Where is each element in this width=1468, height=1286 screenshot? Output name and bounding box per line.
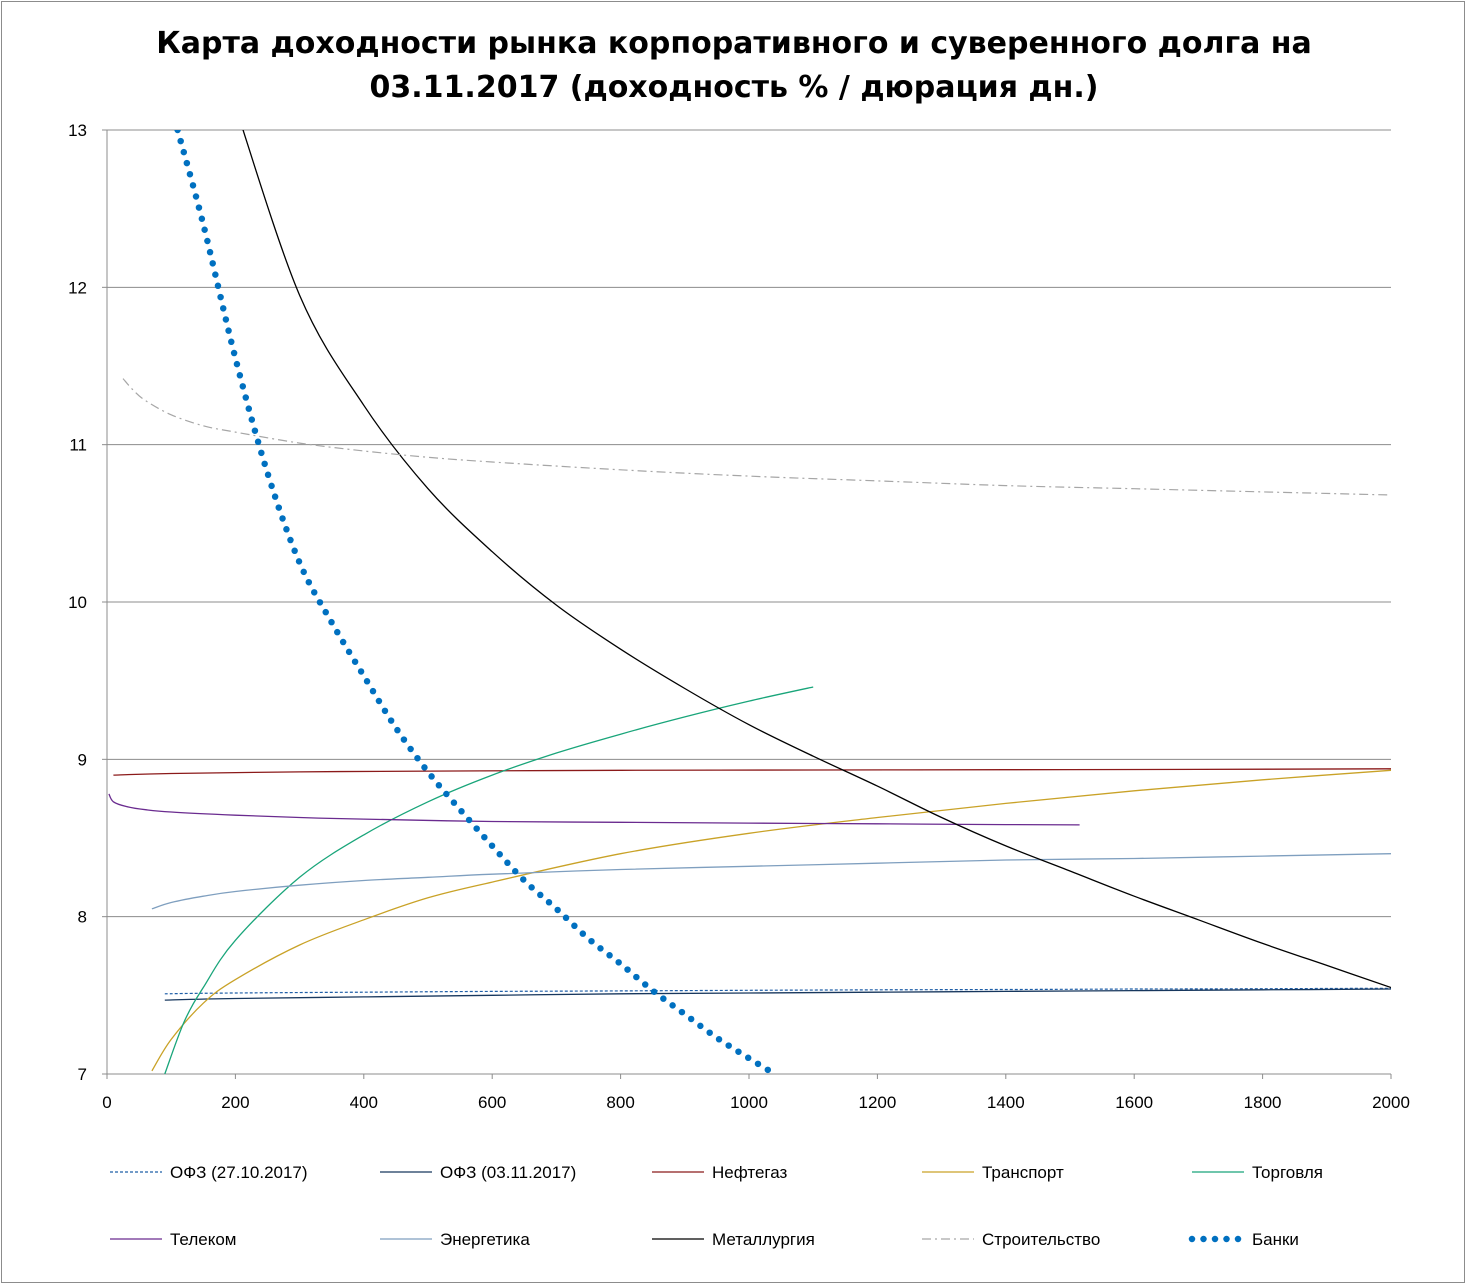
y-tick-label: 11	[69, 436, 87, 455]
x-tick-label: 1800	[1244, 1093, 1282, 1112]
x-tick-label: 1200	[858, 1093, 896, 1112]
legend-label: Энергетика	[440, 1230, 530, 1249]
y-tick-label: 7	[78, 1065, 87, 1084]
legend-label: Торговля	[1252, 1163, 1323, 1182]
series-line-4	[151, 769, 1391, 1072]
series-line-2	[164, 988, 1391, 1001]
tick-labels: 7 8 9 10 11 12 13 0 200 400 600 800 1000 1200 1400 1600…	[68, 121, 1410, 1112]
x-tick-label: 600	[478, 1093, 506, 1112]
series-line-3	[113, 768, 1391, 776]
y-tick-label: 8	[78, 908, 87, 927]
legend: ОФЗ (27.10.2017) ОФЗ (03.11.2017) Нефтегаз…	[110, 1163, 1323, 1249]
chart-title: Карта доходности рынка корпоративного и …	[0, 22, 1468, 110]
x-tick-label: 0	[102, 1093, 111, 1112]
legend-label: Телеком	[170, 1230, 236, 1249]
x-tick-label: 800	[606, 1093, 634, 1112]
series-line-7	[151, 853, 1391, 910]
y-tick-label: 12	[68, 278, 87, 297]
axes	[102, 129, 1392, 1079]
x-tick-label: 1600	[1115, 1093, 1153, 1112]
chart-title-line-1: Карта доходности рынка корпоративного и …	[156, 26, 1312, 61]
series-line-8	[242, 130, 1391, 989]
legend-label: Транспорт	[982, 1163, 1064, 1182]
legend-label: Нефтегаз	[712, 1163, 787, 1182]
plot-area	[108, 130, 1391, 1074]
y-tick-label: 13	[68, 121, 87, 140]
y-tick-label: 10	[68, 593, 87, 612]
series-line-10	[174, 130, 778, 1074]
x-tick-label: 200	[221, 1093, 249, 1112]
legend-label: Строительство	[982, 1230, 1100, 1249]
series-line-9	[122, 378, 1391, 496]
series-line-5	[164, 686, 814, 1074]
x-tick-label: 2000	[1372, 1093, 1410, 1112]
x-tick-label: 1400	[987, 1093, 1025, 1112]
legend-label: Банки	[1252, 1230, 1299, 1249]
legend-label: ОФЗ (27.10.2017)	[170, 1163, 308, 1182]
x-tick-label: 1000	[730, 1093, 768, 1112]
legend-label: ОФЗ (03.11.2017)	[440, 1163, 576, 1182]
gridlines	[107, 129, 1391, 918]
series-line-6	[108, 793, 1080, 826]
x-tick-label: 400	[350, 1093, 378, 1112]
legend-label: Металлургия	[712, 1230, 815, 1249]
chart-title-line-2: 03.11.2017 (доходность % / дюрация дн.)	[369, 70, 1099, 105]
y-tick-label: 9	[78, 750, 87, 769]
series-line-1	[164, 987, 1391, 995]
